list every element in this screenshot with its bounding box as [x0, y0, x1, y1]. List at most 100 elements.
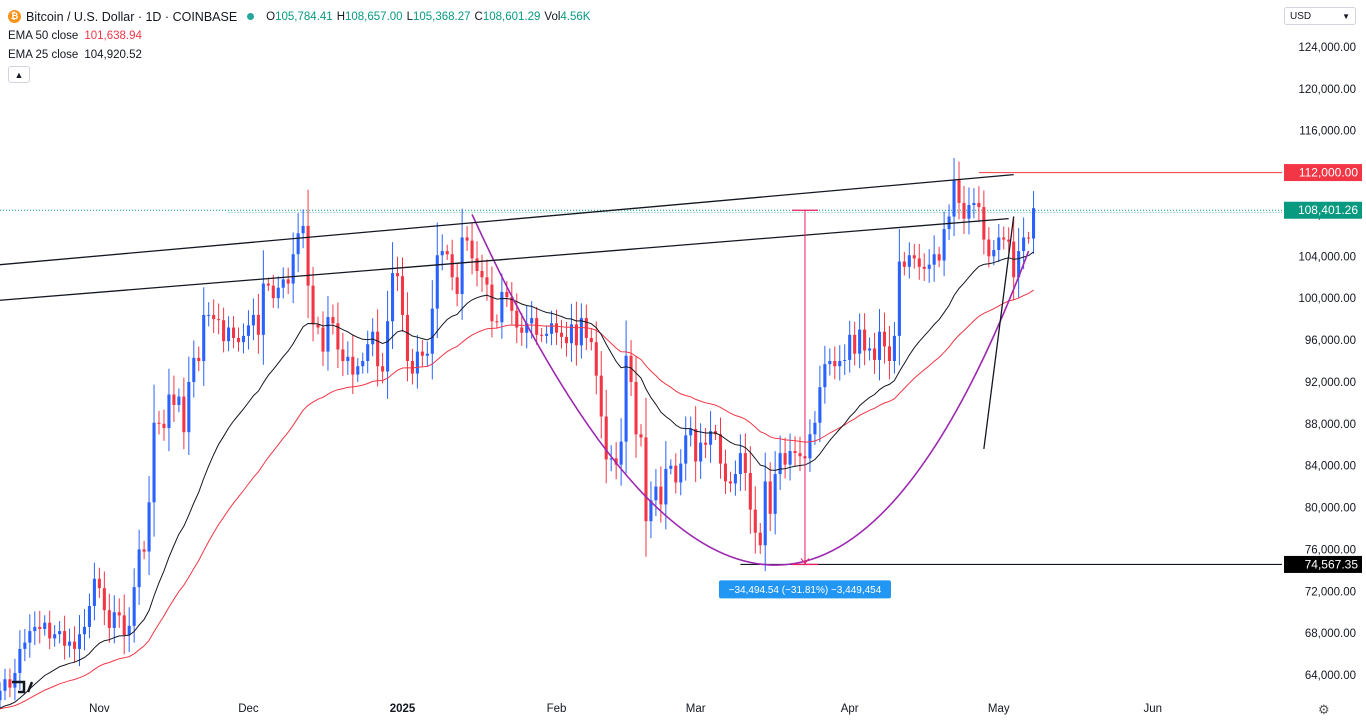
candle: [897, 229, 901, 366]
x-tick-label: Mar: [686, 703, 706, 715]
candle: [311, 266, 315, 342]
candle: [614, 442, 618, 480]
candle: [843, 344, 847, 376]
candle: [276, 276, 280, 309]
candle-body: [798, 453, 802, 457]
candle-body: [917, 258, 921, 267]
candle: [1007, 227, 1011, 253]
chevron-up-icon[interactable]: ▲: [8, 66, 30, 83]
candle-body: [381, 366, 385, 372]
y-tick-label: 92,000.00: [1305, 377, 1356, 389]
candle: [743, 433, 747, 491]
candle-body: [545, 333, 549, 336]
market-status-dot: [247, 13, 255, 20]
ema50-row[interactable]: EMA 50 close 101,638.94: [8, 26, 590, 45]
candle: [351, 335, 355, 394]
candle-body: [172, 394, 176, 405]
candle-body: [8, 679, 12, 688]
candle-body: [763, 481, 767, 546]
candle: [177, 388, 181, 413]
candle: [8, 668, 12, 698]
candle: [723, 449, 728, 494]
candle-body: [887, 346, 891, 361]
candle-body: [430, 308, 434, 354]
candle-body: [644, 437, 648, 522]
candle: [679, 449, 683, 496]
candle-body: [927, 264, 931, 269]
candle-body: [475, 258, 479, 271]
candle-body: [400, 276, 405, 315]
y-tick-label: 96,000.00: [1305, 335, 1356, 347]
candle: [868, 337, 872, 361]
candle-body: [251, 314, 255, 326]
candle-body: [13, 672, 17, 688]
candle-body: [222, 320, 226, 342]
ema25-row[interactable]: EMA 25 close 104,920.52: [8, 45, 590, 64]
candle: [654, 469, 658, 517]
candle: [356, 358, 360, 382]
cup-curve: [471, 214, 1030, 566]
candle: [107, 593, 111, 643]
candle-body: [992, 250, 996, 257]
candle-body: [942, 229, 946, 261]
candle-body: [336, 323, 340, 350]
candle: [122, 594, 126, 655]
candle-body: [495, 321, 499, 323]
y-tick-label: 116,000.00: [1299, 126, 1356, 138]
symbol-title[interactable]: Bitcoin / U.S. Dollar · 1D · COINBASE: [26, 9, 238, 24]
candle-body: [629, 355, 633, 382]
candle-body: [0, 690, 2, 701]
candle-body: [321, 327, 325, 352]
y-tick-label: 100,000.00: [1298, 293, 1356, 305]
candle: [386, 290, 390, 399]
flag-upper-line: [0, 174, 1014, 266]
candle-body: [53, 634, 57, 639]
candle-body: [778, 453, 782, 475]
y-tick-label: 68,000.00: [1305, 628, 1356, 640]
candle: [251, 298, 255, 341]
candle: [902, 251, 906, 276]
candle-body: [33, 626, 37, 632]
symbol-row: ₿ Bitcoin / U.S. Dollar · 1D · COINBASE …: [8, 7, 590, 26]
candle-body: [977, 202, 981, 208]
candle: [912, 243, 916, 269]
candle-body: [63, 631, 67, 646]
price-label: 112,000.00: [1299, 166, 1358, 180]
candle-body: [574, 324, 578, 346]
candle-body: [470, 240, 474, 259]
candle-body: [669, 465, 673, 469]
candle: [137, 529, 141, 605]
candle-body: [326, 317, 330, 352]
candle: [778, 435, 782, 490]
candle: [579, 303, 583, 359]
candle: [336, 302, 340, 369]
candle-body: [376, 331, 380, 367]
candle: [977, 186, 981, 223]
candle: [395, 256, 400, 291]
candle: [68, 628, 72, 658]
candle-body: [1017, 251, 1021, 278]
candle-body: [435, 255, 439, 309]
candle: [162, 409, 166, 441]
candle-body: [838, 361, 842, 367]
candle: [1032, 191, 1036, 254]
candle: [758, 523, 762, 554]
candle: [286, 267, 290, 295]
candle-body: [957, 179, 961, 203]
candle-body: [738, 453, 742, 475]
candle: [232, 316, 236, 349]
y-tick-label: 64,000.00: [1305, 670, 1356, 682]
candle-body: [505, 291, 509, 298]
gear-icon[interactable]: ⚙: [1318, 702, 1330, 717]
candle: [718, 417, 723, 479]
chart-legend: ₿ Bitcoin / U.S. Dollar · 1D · COINBASE …: [8, 7, 590, 83]
candle: [594, 321, 598, 395]
candle: [644, 397, 648, 557]
x-tick-label: Nov: [89, 703, 110, 715]
measure-label-box: [718, 580, 891, 599]
candle-body: [301, 225, 305, 234]
candle: [525, 305, 529, 349]
candle: [540, 327, 544, 343]
currency-select[interactable]: USD ▼: [1284, 7, 1356, 25]
